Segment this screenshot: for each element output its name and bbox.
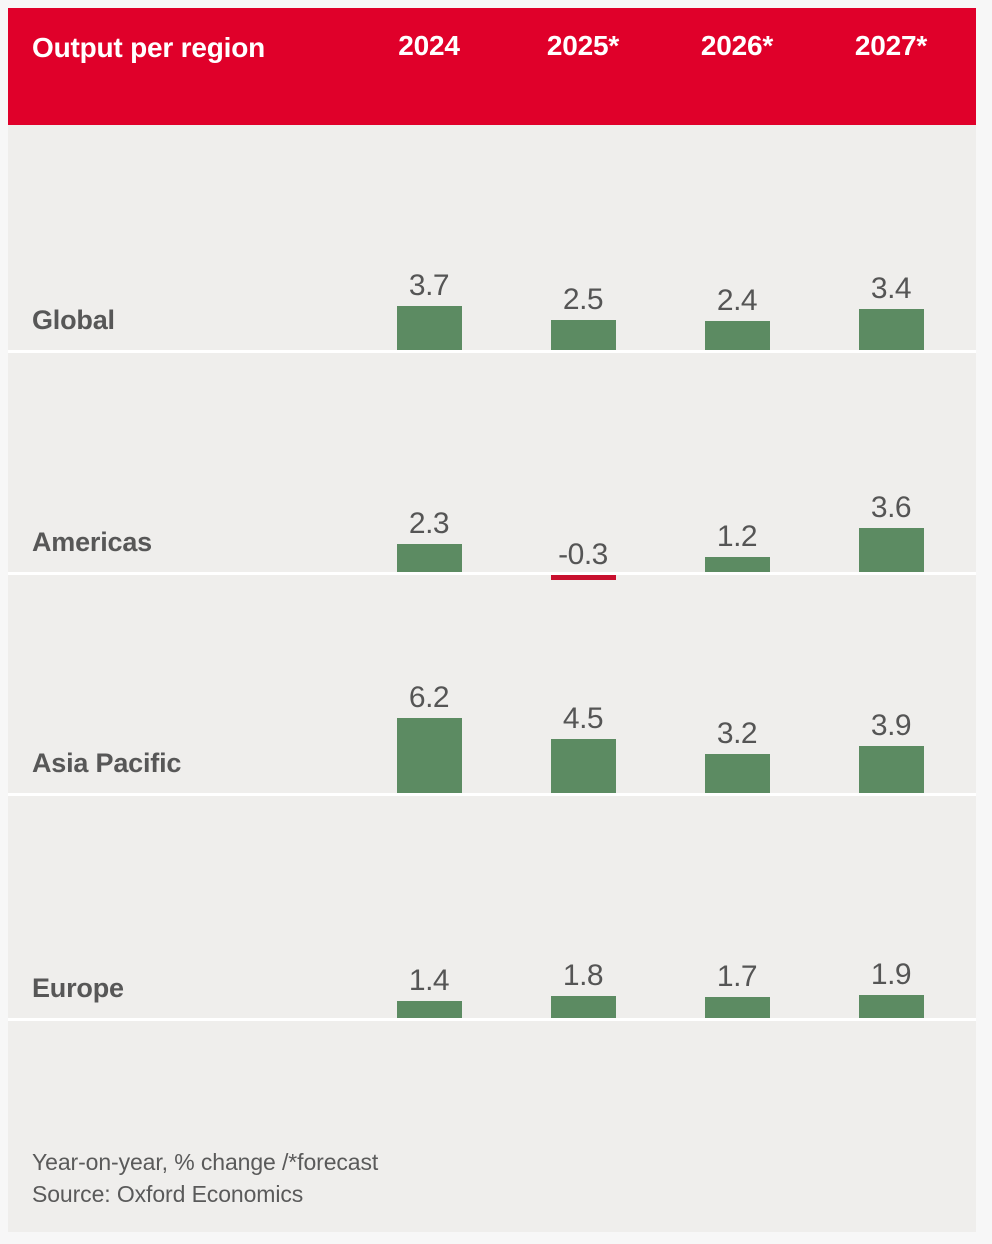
cell-asia-pacific-2026: 3.2 bbox=[672, 575, 802, 793]
bar-value-label: 3.7 bbox=[408, 269, 450, 302]
bar-value-label: 1.4 bbox=[408, 964, 450, 997]
bar-value-label: 1.7 bbox=[716, 960, 758, 993]
chart-body: Global 3.7 2.5 2.4 bbox=[8, 125, 976, 1232]
bar-asia-pacific-2025 bbox=[550, 739, 616, 793]
cell-asia-pacific-2025: 4.5 bbox=[518, 575, 648, 793]
bar-value-label: 3.9 bbox=[870, 709, 912, 742]
bar-value-label: 3.6 bbox=[870, 491, 912, 524]
bar-value-label: 2.3 bbox=[408, 507, 450, 540]
row-label-europe: Europe bbox=[32, 973, 124, 1003]
cell-asia-pacific-2027: 3.9 bbox=[826, 575, 956, 793]
cell-americas-2024: 2.3 bbox=[364, 353, 494, 572]
column-header-2026: 2026* bbox=[700, 30, 774, 61]
bar-asia-pacific-2026 bbox=[704, 754, 770, 793]
bar-value-label: 6.2 bbox=[408, 681, 450, 714]
bar-global-2026 bbox=[704, 321, 770, 350]
cell-global-2026: 2.4 bbox=[672, 125, 802, 350]
column-header-2027: 2027* bbox=[854, 30, 928, 61]
cell-asia-pacific-2024: 6.2 bbox=[364, 575, 494, 793]
bar-asia-pacific-2024 bbox=[396, 718, 462, 793]
cell-americas-2025: -0.3 bbox=[518, 353, 648, 580]
bar-value-label: 2.5 bbox=[562, 283, 604, 316]
table-row: Asia Pacific 6.2 4.5 3.2 bbox=[8, 575, 976, 796]
cell-europe-2024: 1.4 bbox=[364, 796, 494, 1018]
bar-europe-2025 bbox=[550, 996, 616, 1018]
bar-global-2025 bbox=[550, 320, 616, 350]
bar-americas-2027 bbox=[858, 528, 924, 572]
bar-value-label: -0.3 bbox=[558, 538, 608, 571]
table-row: Europe 1.4 1.8 1.7 bbox=[8, 796, 976, 1021]
bar-global-2024 bbox=[396, 306, 462, 350]
chart-footnote: Year-on-year, % change /*forecast Source… bbox=[32, 1146, 378, 1210]
bar-value-label: 2.4 bbox=[716, 284, 758, 317]
column-header-2024: 2024 bbox=[398, 30, 460, 61]
bar-europe-2026 bbox=[704, 997, 770, 1018]
bar-americas-2026 bbox=[704, 557, 770, 572]
footnote-line-1: Year-on-year, % change /*forecast bbox=[32, 1149, 379, 1175]
column-header-2025: 2025* bbox=[546, 30, 620, 61]
bar-value-label: 3.2 bbox=[716, 717, 758, 750]
row-label-global: Global bbox=[32, 305, 115, 335]
page-title: Output per region bbox=[32, 32, 266, 63]
bar-value-label: 4.5 bbox=[562, 702, 604, 735]
cell-europe-2027: 1.9 bbox=[826, 796, 956, 1018]
table-row: Americas 2.3 -0.3 1.2 bbox=[8, 353, 976, 580]
cell-global-2024: 3.7 bbox=[364, 125, 494, 350]
bar-value-label: 1.8 bbox=[562, 959, 604, 992]
footnote-source: Source: Oxford Economics bbox=[32, 1181, 304, 1207]
table-header: Output per region 2024 2025* 2026* 2027* bbox=[8, 8, 976, 125]
cell-americas-2026: 1.2 bbox=[672, 353, 802, 572]
row-label-asia-pacific: Asia Pacific bbox=[32, 748, 182, 778]
cell-americas-2027: 3.6 bbox=[826, 353, 956, 572]
cell-europe-2026: 1.7 bbox=[672, 796, 802, 1018]
cell-europe-2025: 1.8 bbox=[518, 796, 648, 1018]
bar-europe-2024 bbox=[396, 1001, 462, 1018]
bar-asia-pacific-2027 bbox=[858, 746, 924, 793]
row-label-americas: Americas bbox=[32, 527, 152, 557]
bar-americas-2025-negative bbox=[550, 575, 616, 580]
cell-global-2027: 3.4 bbox=[826, 125, 956, 350]
bar-americas-2024 bbox=[396, 544, 462, 572]
table-row: Global 3.7 2.5 2.4 bbox=[8, 125, 976, 353]
bar-value-label: 1.2 bbox=[716, 520, 758, 553]
bar-europe-2027 bbox=[858, 995, 924, 1018]
chart-card: Output per region 2024 2025* 2026* 2027*… bbox=[8, 8, 976, 1232]
bar-value-label: 3.4 bbox=[870, 272, 912, 305]
bar-value-label: 1.9 bbox=[870, 958, 912, 991]
bar-global-2027 bbox=[858, 309, 924, 350]
cell-global-2025: 2.5 bbox=[518, 125, 648, 350]
